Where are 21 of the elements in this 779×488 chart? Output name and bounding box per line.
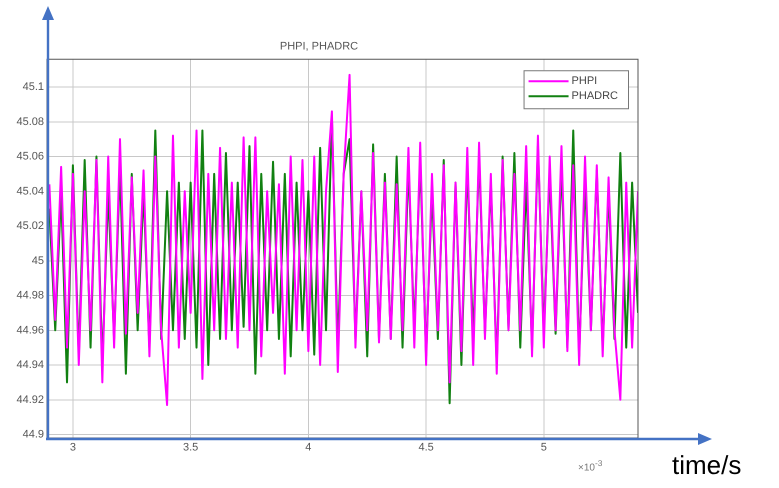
x-tick-label: 4.5 bbox=[418, 442, 434, 454]
x-axis-title: time/s bbox=[672, 450, 742, 481]
y-tick-label: 44.92 bbox=[16, 394, 44, 406]
y-tick-label: 45 bbox=[32, 254, 44, 267]
y-tick-label: 45.04 bbox=[16, 185, 44, 198]
y-tick-label: 45.1 bbox=[22, 81, 44, 94]
y-tick-label: 44.98 bbox=[16, 290, 44, 302]
text: ×10$^{-3}$ bbox=[578, 458, 602, 474]
legend-label: PHPI bbox=[572, 75, 598, 88]
x-tick-label: 4 bbox=[305, 442, 312, 454]
y-tick-label: 44.9 bbox=[22, 428, 44, 441]
x-tick-label: 3 bbox=[70, 442, 76, 454]
x-tick-label: 3.5 bbox=[182, 442, 198, 454]
y-tick-label: 45.08 bbox=[16, 116, 44, 128]
chart-title: PHPI, PHADRC bbox=[280, 40, 358, 53]
y-tick-label: 45.02 bbox=[16, 220, 44, 232]
y-tick-label: 44.94 bbox=[16, 359, 44, 372]
x-tick-label: 5 bbox=[540, 442, 547, 454]
legend-label: PHADRC bbox=[572, 90, 618, 102]
y-tick-label: 45.06 bbox=[16, 150, 44, 163]
y-tick-label: 44.96 bbox=[16, 324, 44, 336]
